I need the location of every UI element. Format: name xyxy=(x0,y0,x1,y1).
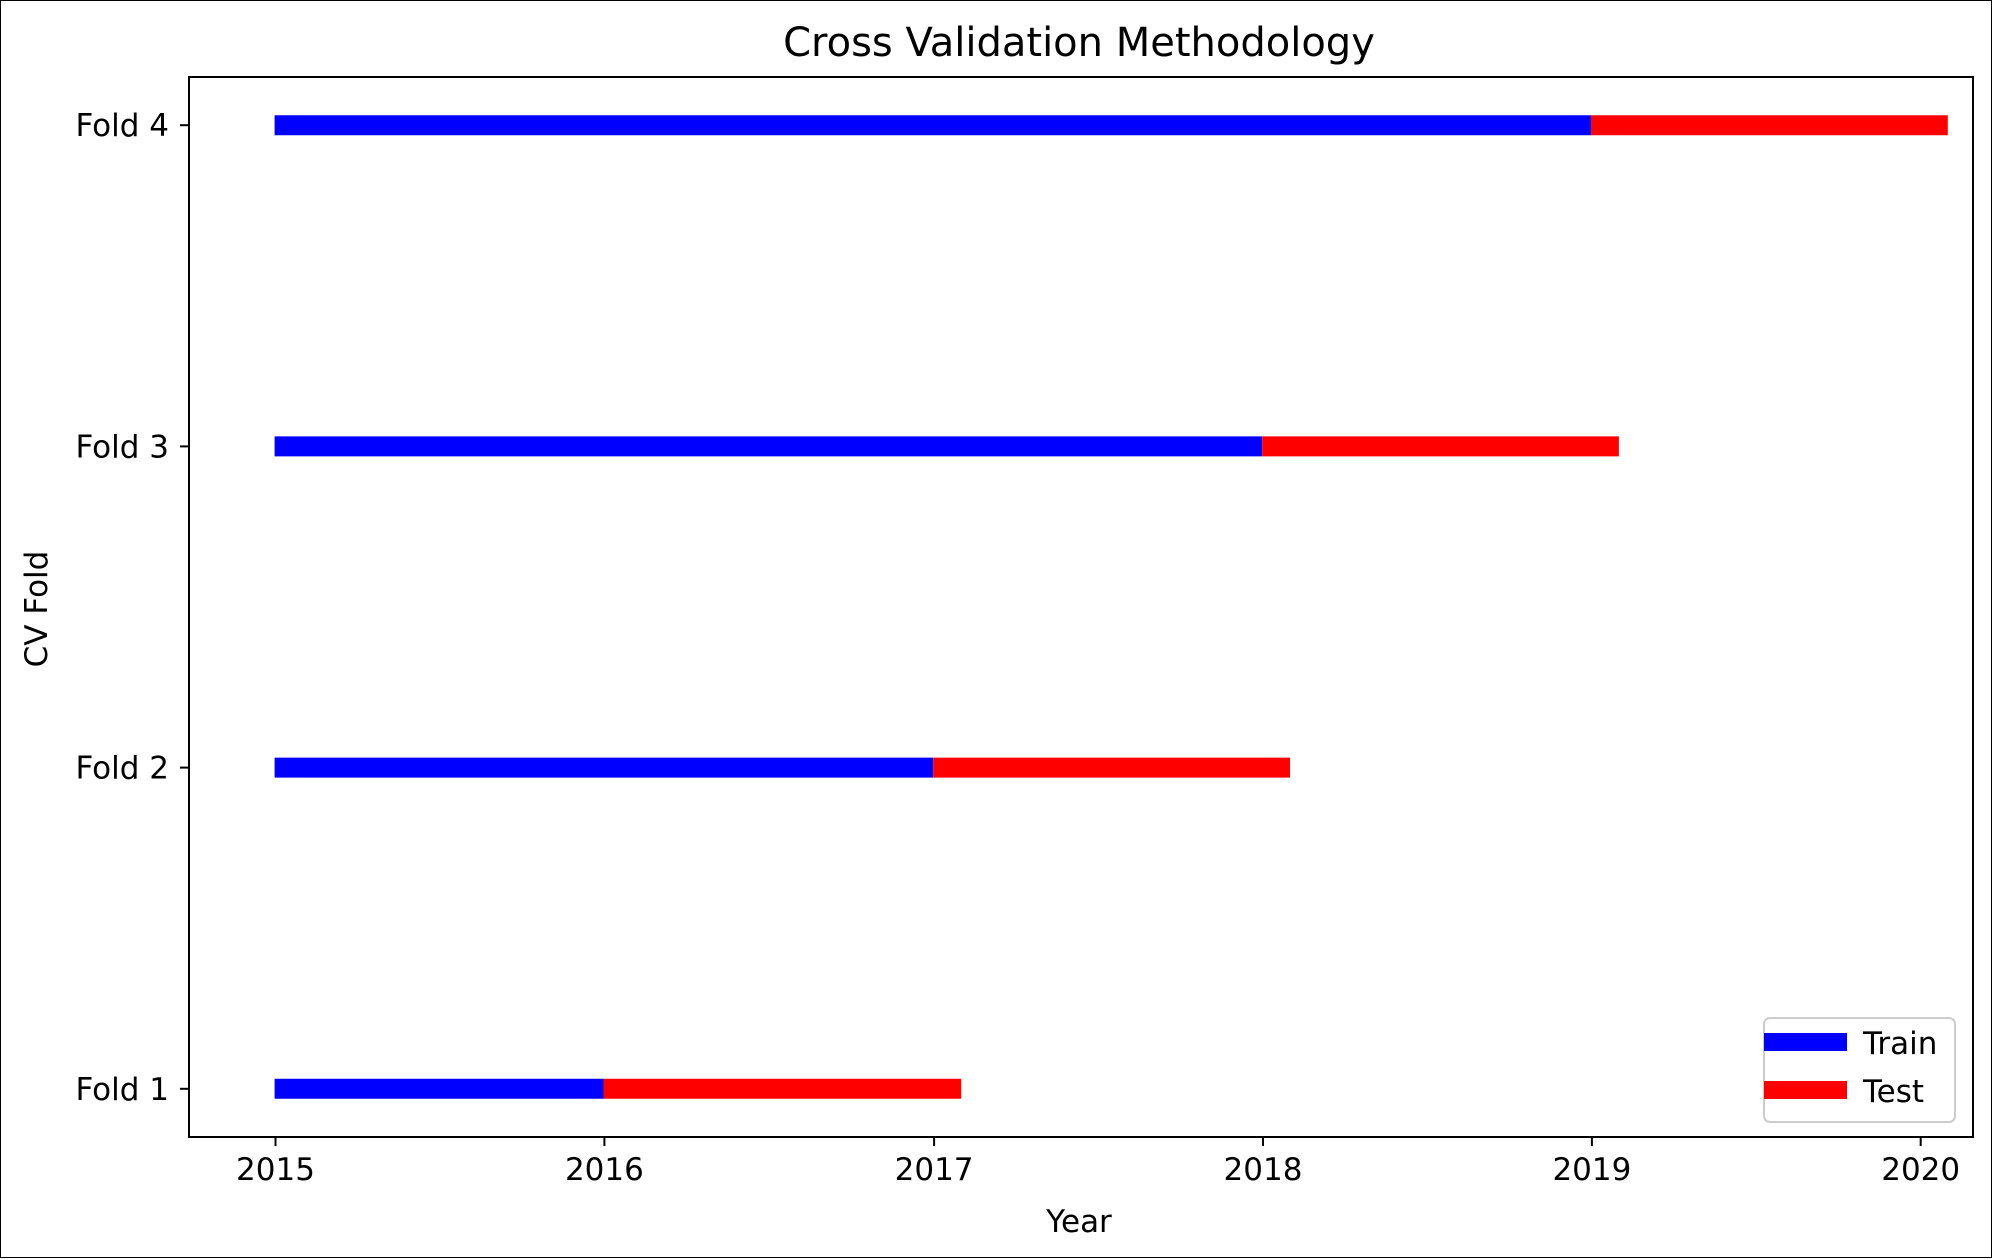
x-tick-label-2020: 2020 xyxy=(1881,1152,1960,1188)
x-tick-label-2015: 2015 xyxy=(236,1152,315,1188)
y-tick-label-fold-3: Fold 3 xyxy=(75,429,169,465)
y-tick-label-fold-4: Fold 4 xyxy=(75,108,169,144)
x-axis-label: Year xyxy=(1045,1204,1112,1240)
x-tick-label-2019: 2019 xyxy=(1552,1152,1631,1188)
y-tick-label-fold-1: Fold 1 xyxy=(75,1072,169,1108)
legend-label-train: Train xyxy=(1862,1026,1937,1062)
x-axis-ticks: 2015 2016 2017 2018 2019 2020 xyxy=(236,1137,1960,1188)
legend-label-test: Test xyxy=(1862,1074,1924,1110)
bars-layer xyxy=(274,115,1948,1099)
chart-title: Cross Validation Methodology xyxy=(783,20,1375,66)
x-tick-label-2017: 2017 xyxy=(895,1152,974,1188)
y-axis-label: CV Fold xyxy=(19,551,55,668)
y-tick-label-fold-2: Fold 2 xyxy=(75,751,169,787)
y-axis-ticks: Fold 1 Fold 2 Fold 3 Fold 4 xyxy=(75,108,189,1108)
x-tick-label-2016: 2016 xyxy=(565,1152,644,1188)
legend: Train Test xyxy=(1763,1017,1956,1123)
x-tick-label-2018: 2018 xyxy=(1224,1152,1303,1188)
plot-area xyxy=(188,76,1974,1138)
